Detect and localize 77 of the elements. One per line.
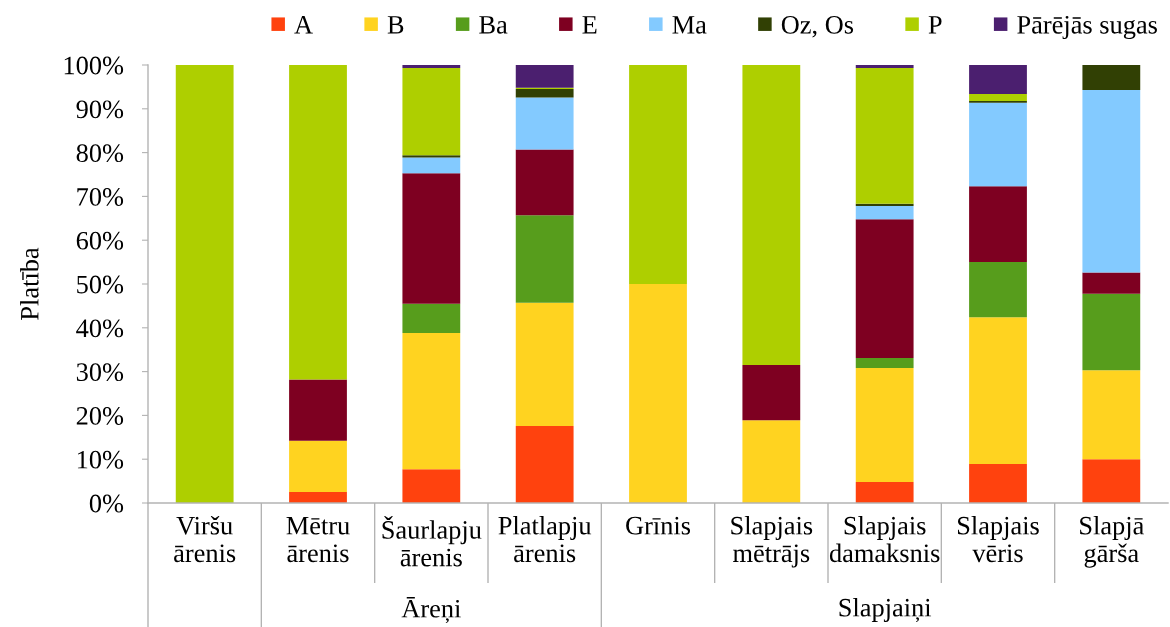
- legend-label: P: [928, 16, 942, 34]
- bar: [515, 65, 574, 88]
- bar: [289, 65, 347, 380]
- bar: [969, 186, 1027, 263]
- bar: [515, 89, 574, 98]
- bar: [855, 68, 914, 204]
- legend-label: Pārējās sugas: [1017, 15, 1157, 40]
- bar: [742, 365, 801, 421]
- bar: [855, 358, 914, 369]
- bar: [855, 206, 914, 220]
- x-tick-label: Platlapju ārenis: [498, 516, 592, 563]
- bar: [402, 155, 461, 158]
- bar: [402, 303, 461, 334]
- legend-label: A: [294, 16, 313, 34]
- bar: [969, 262, 1027, 318]
- bar: [855, 368, 914, 482]
- y-tick-label: 90%: [76, 100, 124, 119]
- bar: [855, 219, 914, 359]
- bar: [855, 65, 914, 69]
- bar: [402, 68, 461, 156]
- bar: [289, 440, 347, 493]
- x-tick-label: Grīnis: [626, 516, 691, 535]
- bar: [1082, 293, 1141, 371]
- bar: [969, 93, 1027, 101]
- y-tick-label: 10%: [77, 450, 124, 469]
- bar: [1082, 89, 1141, 273]
- bar: [969, 102, 1027, 187]
- bar: [629, 65, 687, 284]
- x-tick-label: Viršu ārenis: [174, 515, 236, 563]
- y-axis-title: Platība: [20, 247, 39, 320]
- legend-label: Ma: [672, 16, 707, 34]
- y-tick-label: 20%: [76, 407, 124, 425]
- bar: [515, 149, 574, 216]
- bar: [402, 173, 461, 304]
- bar: [855, 481, 914, 503]
- bar: [402, 469, 461, 503]
- y-tick-label: 50%: [77, 275, 124, 294]
- bar: [175, 65, 234, 503]
- bar: [969, 317, 1027, 465]
- legend-label: B: [387, 16, 404, 34]
- bar: [402, 65, 461, 69]
- y-tick-label: 60%: [76, 231, 124, 250]
- y-tick-label: 30%: [76, 363, 124, 382]
- bar: [855, 203, 914, 207]
- x-tick-label: Mētru ārenis: [286, 517, 350, 563]
- x-tick-label: Slapjais mētrājs: [731, 516, 813, 568]
- legend-label: Ba: [479, 16, 508, 34]
- bar: [742, 65, 801, 366]
- y-tick-label: 0%: [89, 494, 124, 513]
- bar: [1082, 272, 1141, 294]
- bar: [1082, 459, 1141, 503]
- bar: [402, 333, 461, 470]
- bar: [969, 464, 1027, 503]
- bar: [1082, 370, 1141, 460]
- x-tick-label: Slapjais vēris: [957, 516, 1039, 563]
- bar: [402, 157, 461, 174]
- bar: [515, 302, 574, 426]
- text: Slapjaiņi: [839, 598, 932, 622]
- legend-label: Oz, Os: [781, 15, 854, 38]
- bar: [289, 492, 347, 503]
- x-tick-label: Slapjais damaksnis: [829, 516, 940, 563]
- bar: [629, 284, 687, 503]
- x-tick-label: Šaurlapju ārenis: [382, 516, 482, 567]
- legend-label: E: [582, 16, 597, 34]
- bar: [1082, 65, 1141, 90]
- text: Āreņi: [401, 597, 461, 623]
- bar: [515, 97, 574, 150]
- x-tick-label: Slapjā gārša: [1080, 516, 1144, 568]
- y-tick-label: 100%: [64, 56, 124, 75]
- bar: [969, 65, 1027, 94]
- bar: [515, 215, 574, 303]
- y-tick-label: 80%: [76, 144, 124, 163]
- y-tick-label: 40%: [76, 319, 124, 338]
- bar: [515, 425, 574, 503]
- bar: [742, 420, 801, 503]
- y-tick-label: 70%: [77, 188, 124, 206]
- bar: [289, 379, 347, 441]
